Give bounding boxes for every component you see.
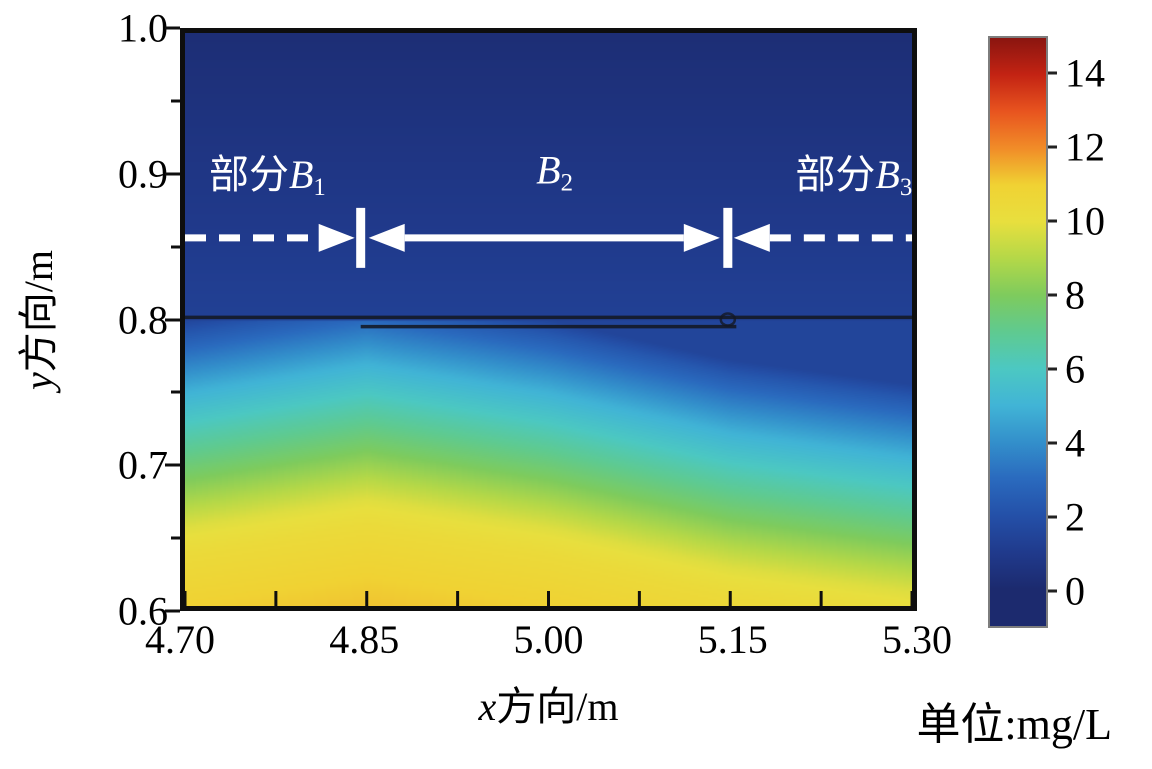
x-axis-label-text: 方向/m	[496, 684, 619, 729]
colorbar-tick-mark	[1048, 441, 1057, 445]
unit-label: 单位:mg/L	[916, 700, 1112, 749]
y-axis-label-text: 方向/m	[16, 249, 61, 372]
y-axis-label: y方向/m	[6, 28, 64, 611]
colorbar-tick-mark	[1048, 293, 1057, 297]
y-axis-ticks	[164, 26, 180, 613]
y-tick-label: 0.6	[118, 588, 168, 634]
plot-area: 部分B1 B2 部分B3	[180, 28, 917, 611]
y-tick-label: 0.8	[118, 297, 168, 342]
colorbar-tick-mark	[1048, 71, 1057, 75]
arrow-b2-head-right	[683, 223, 720, 252]
colorbar-tick: 8	[1048, 272, 1085, 319]
colorbar-tick-label: 8	[1065, 272, 1085, 318]
y-axis-tick-mark	[171, 390, 180, 394]
y-axis-tick-mark	[165, 318, 180, 321]
colorbar-tick-label: 0	[1065, 568, 1085, 614]
x-tick-label: 5.00	[513, 617, 584, 662]
region-label-b3-letter: B	[875, 151, 900, 197]
x-tick-label: 4.70	[145, 617, 215, 662]
colorbar-gradient	[990, 38, 1046, 626]
region-label-b2: B2	[536, 146, 573, 197]
y-axis-tick-mark	[171, 99, 180, 103]
region-label-b3: 部分B3	[795, 142, 912, 202]
colorbar	[988, 36, 1048, 628]
x-tick-label: 4.85	[329, 617, 400, 662]
colorbar-tick-mark	[1048, 515, 1057, 519]
y-axis-tick-mark	[165, 26, 180, 30]
colorbar-tick-label: 10	[1065, 198, 1105, 244]
x-axis-label: x方向/m	[180, 674, 917, 732]
y-tick-label: 0.9	[118, 151, 168, 197]
arrow-b1-head	[318, 223, 355, 252]
region-label-b1: 部分B1	[209, 142, 326, 202]
colorbar-tick-label: 4	[1065, 420, 1085, 466]
membrane-junction-dot	[719, 312, 737, 327]
colorbar-tick-label: 2	[1065, 494, 1085, 540]
y-tick-label: 0.7	[118, 442, 168, 488]
x-tick-label: 5.15	[697, 617, 768, 662]
y-axis-tick-mark	[165, 463, 180, 467]
plot-overlay	[185, 207, 912, 606]
y-axis-tick-mark	[171, 536, 180, 540]
x-axis-label-var: x	[478, 684, 497, 729]
y-tick-labels: 1.0 0.9 0.8 0.7 0.6	[84, 6, 172, 634]
colorbar-tick: 0	[1048, 568, 1085, 615]
colorbar-ticks: 14 12 10 8 6 4 2 0	[1048, 36, 1152, 628]
region-label-b1-sub: 1	[313, 173, 326, 201]
colorbar-tick: 10	[1048, 198, 1105, 245]
colorbar-tick-mark	[1048, 145, 1057, 149]
y-axis-tick-mark	[171, 245, 180, 249]
colorbar-tick: 6	[1048, 346, 1085, 393]
colorbar-tick: 2	[1048, 494, 1085, 541]
region-label-b2-letter: B	[536, 147, 561, 193]
colorbar-tick-mark	[1048, 367, 1057, 371]
colorbar-tick-label: 12	[1065, 124, 1105, 170]
colorbar-tick-mark	[1048, 589, 1057, 593]
colorbar-tick: 12	[1048, 124, 1105, 171]
colorbar-tick-mark	[1048, 219, 1057, 223]
heatmap-canvas	[185, 33, 912, 606]
colorbar-tick: 14	[1048, 50, 1105, 97]
y-tick-label: 1.0	[118, 5, 168, 51]
colorbar-tick: 4	[1048, 420, 1085, 467]
region-label-b2-sub: 2	[560, 169, 573, 197]
y-axis-tick-mark	[165, 609, 180, 613]
x-tick-labels: 4.70 4.85 5.00 5.15 5.30	[145, 616, 952, 666]
arrow-b3-head	[733, 223, 770, 252]
region-label-b3-prefix: 部分	[795, 151, 876, 197]
y-axis-label-inner: y方向/m	[6, 250, 64, 390]
arrow-b2-head-left	[368, 223, 405, 252]
region-label-b3-sub: 3	[899, 173, 913, 201]
region-label-b1-prefix: 部分	[208, 151, 289, 197]
y-axis-label-var: y	[16, 371, 61, 390]
colorbar-tick-label: 6	[1065, 346, 1085, 392]
y-axis-tick-mark	[165, 172, 180, 176]
colorbar-tick-label: 14	[1065, 50, 1105, 96]
region-label-b1-letter: B	[288, 151, 314, 197]
x-tick-label: 5.30	[882, 617, 952, 662]
